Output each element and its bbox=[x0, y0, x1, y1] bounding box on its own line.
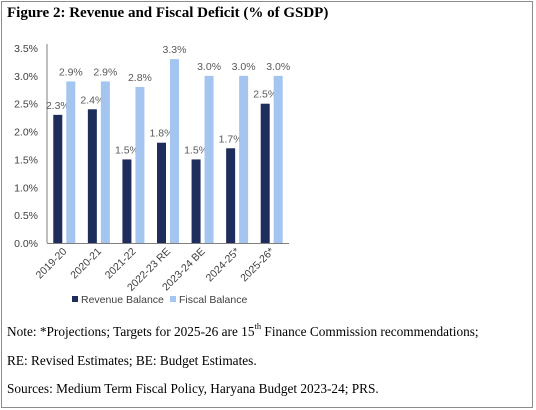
revenue-balance-bar bbox=[191, 159, 201, 243]
x-category-label: 2024-25* bbox=[204, 246, 243, 285]
note-projections: Note: *Projections; Targets for 2025-26 … bbox=[7, 321, 479, 340]
fiscal-balance-bar bbox=[170, 59, 179, 244]
revenue-balance-label: 1.8% bbox=[150, 128, 174, 140]
y-tick-label: 1.5% bbox=[14, 154, 38, 166]
legend-label-revenue: Revenue Balance bbox=[81, 294, 164, 306]
fiscal-balance-label: 3.0% bbox=[197, 61, 221, 73]
y-tick-label: 1.0% bbox=[14, 182, 38, 194]
revenue-balance-bar bbox=[87, 109, 97, 244]
fiscal-balance-bar bbox=[135, 87, 145, 243]
revenue-balance-bar bbox=[157, 142, 166, 243]
note-projections-text: Note: *Projections; Targets for 2025-26 … bbox=[7, 324, 255, 339]
bar-chart: 0.0% 0.5% 1.0% 1.5% 2.0% 2.5% 3.0% 3.5% 2.3% 2.9%… bbox=[14, 43, 290, 306]
note-sources: Sources: Medium Term Fiscal Policy, Hary… bbox=[7, 381, 379, 396]
fiscal-balance-label: 2.9% bbox=[93, 66, 117, 78]
fiscal-balance-bar bbox=[273, 75, 283, 243]
revenue-balance-bar bbox=[226, 148, 236, 243]
revenue-balance-bar bbox=[122, 159, 132, 243]
y-tick-label: 0.0% bbox=[14, 238, 38, 250]
fiscal-balance-label: 3.0% bbox=[232, 61, 256, 73]
y-tick-label: 2.0% bbox=[14, 127, 38, 139]
y-tick-label: 0.5% bbox=[14, 210, 38, 222]
revenue-balance-label: 2.4% bbox=[80, 94, 104, 106]
note-projections-text-end: Finance Commission recommendations; bbox=[261, 324, 479, 339]
legend-label-fiscal: Fiscal Balance bbox=[179, 294, 247, 306]
legend-swatch-fiscal bbox=[170, 296, 176, 302]
revenue-balance-label: 1.5% bbox=[184, 144, 208, 156]
revenue-balance-bar bbox=[53, 114, 63, 243]
y-tick-label: 2.5% bbox=[14, 99, 38, 111]
x-category-label: 2020-21 bbox=[68, 246, 104, 282]
x-category-label: 2019-20 bbox=[34, 246, 70, 282]
y-tick-label: 3.0% bbox=[14, 71, 38, 83]
fiscal-balance-label: 2.9% bbox=[59, 66, 83, 78]
x-category-label: 2025-26* bbox=[238, 246, 277, 285]
revenue-balance-label: 1.7% bbox=[219, 133, 243, 145]
revenue-balance-label: 2.3% bbox=[46, 100, 70, 112]
fiscal-balance-bar bbox=[100, 81, 110, 243]
revenue-balance-label: 2.5% bbox=[253, 89, 277, 101]
fiscal-balance-bar bbox=[204, 75, 214, 243]
revenue-balance-label: 1.5% bbox=[115, 144, 139, 156]
note-superscript: th bbox=[254, 321, 262, 331]
legend-swatch-revenue bbox=[72, 296, 78, 302]
fiscal-balance-bar bbox=[66, 81, 76, 243]
fiscal-balance-label: 2.8% bbox=[128, 72, 152, 84]
figure-title: Figure 2: Revenue and Fiscal Deficit (% … bbox=[7, 5, 329, 21]
revenue-balance-bar bbox=[260, 103, 270, 243]
fiscal-balance-label: 3.3% bbox=[163, 44, 187, 56]
fiscal-balance-label: 3.0% bbox=[266, 61, 290, 73]
y-tick-label: 3.5% bbox=[14, 43, 38, 55]
note-abbreviations: RE: Revised Estimates; BE: Budget Estima… bbox=[7, 353, 257, 368]
fiscal-balance-bar bbox=[239, 75, 249, 243]
